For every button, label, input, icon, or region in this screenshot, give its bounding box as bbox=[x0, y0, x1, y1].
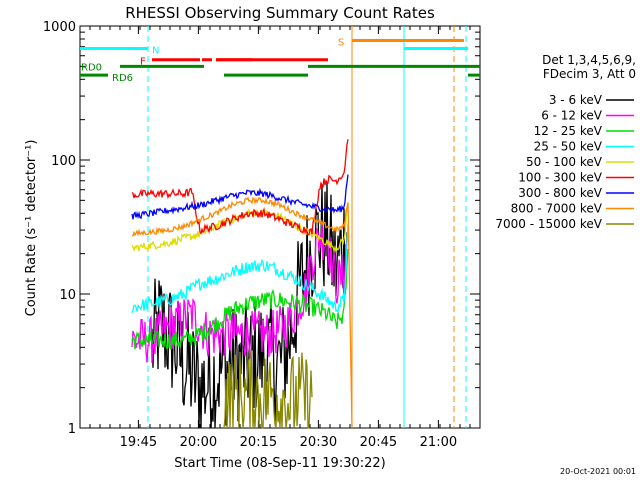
flag-label-rd0: RD0 bbox=[81, 62, 102, 73]
plot-frame bbox=[79, 25, 481, 429]
footer-date: 20-Oct-2021 00:01 bbox=[560, 467, 636, 476]
y-tick-label: 100 bbox=[51, 154, 76, 169]
flag-bars: NF S RD0 RD6 bbox=[80, 37, 480, 84]
series-line-800-7000-kev bbox=[131, 196, 353, 429]
flag-label-n: N bbox=[152, 45, 159, 56]
x-tick-label: 20:00 bbox=[180, 435, 217, 450]
x-tick-label: 20:15 bbox=[240, 435, 277, 450]
legend-label: 300 - 800 keV bbox=[518, 186, 602, 200]
legend-label: 3 - 6 keV bbox=[549, 93, 603, 107]
legend-label: 7000 - 15000 keV bbox=[495, 217, 602, 231]
legend-label: 6 - 12 keV bbox=[541, 109, 603, 123]
series-line-100-300-kev bbox=[131, 139, 349, 236]
legend-label: 25 - 50 keV bbox=[534, 140, 603, 154]
y-tick-label: 1 bbox=[68, 422, 76, 437]
legend-header-line: FDecim 3, Att 0 bbox=[543, 67, 636, 81]
series-line-12-25-kev bbox=[131, 248, 349, 351]
legend-label: 800 - 7000 keV bbox=[511, 202, 603, 216]
x-tick-label: 21:00 bbox=[420, 435, 457, 450]
legend: Det 1,3,4,5,6,9,FDecim 3, Att 0 3 - 6 keV… bbox=[495, 53, 636, 231]
flag-label-s: S bbox=[338, 37, 344, 48]
y-axis-label: Count Rate (s⁻¹ detector⁻¹) bbox=[24, 140, 39, 317]
x-axis-label: Start Time (08-Sep-11 19:30:22) bbox=[174, 456, 385, 471]
x-tick-label: 20:45 bbox=[360, 435, 397, 450]
chart-title: RHESSI Observing Summary Count Rates bbox=[125, 4, 435, 22]
instrument-state-lines bbox=[147, 26, 467, 428]
series-line-7000-15000-kev bbox=[223, 350, 313, 429]
legend-header-line: Det 1,3,4,5,6,9, bbox=[542, 53, 636, 67]
x-tick-label: 20:30 bbox=[300, 435, 337, 450]
flag-label-rd6: RD6 bbox=[112, 73, 133, 84]
series-line-6-12-kev bbox=[131, 222, 349, 364]
legend-label: 12 - 25 keV bbox=[534, 124, 603, 138]
y-tick-label: 1000 bbox=[43, 20, 76, 35]
flag-label-f: F bbox=[140, 57, 146, 68]
axis-ticks: 19:45 20:00 20:15 20:30 20:45 21:00 1 10 100 1000 bbox=[43, 20, 481, 450]
series-line-300-800-kev bbox=[131, 174, 349, 220]
legend-label: 50 - 100 keV bbox=[526, 155, 603, 169]
legend-label: 100 - 300 keV bbox=[518, 171, 602, 185]
series-lines bbox=[131, 139, 353, 429]
x-tick-label: 19:45 bbox=[120, 435, 157, 450]
y-tick-label: 10 bbox=[59, 288, 76, 303]
series-line-25-50-kev bbox=[131, 223, 349, 314]
